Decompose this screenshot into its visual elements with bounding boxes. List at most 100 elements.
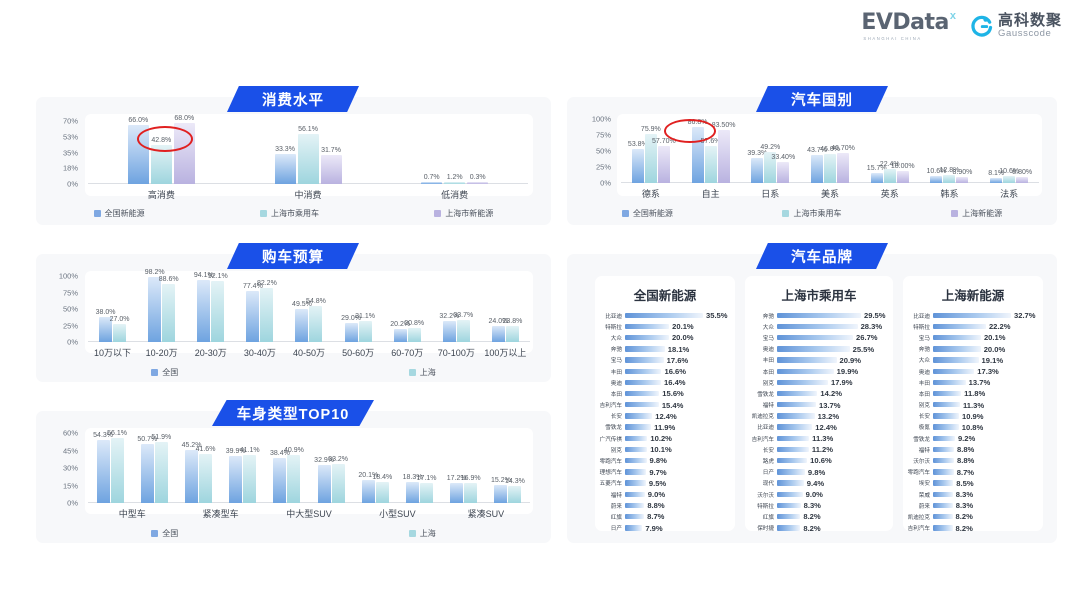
- brand-value-label: 9.0%: [805, 490, 823, 499]
- brand-bar-fill: [933, 368, 975, 374]
- bar: 94.1%: [194, 272, 214, 342]
- brand-bar-track: 8.8%: [933, 444, 1043, 455]
- brand-bar-track: 8.2%: [933, 511, 1043, 522]
- legend-item[interactable]: 上海市乘用车: [259, 208, 319, 219]
- legend-item[interactable]: 全国新能源: [93, 208, 145, 219]
- bar: 24.0%: [488, 318, 508, 342]
- brand-row: 宝马 17.6%: [595, 355, 735, 366]
- brand-bar-track: 9.0%: [625, 489, 735, 500]
- bar: 32.2%: [439, 313, 459, 342]
- bar-value-label: 40.9%: [283, 447, 304, 455]
- brand-name: 沃尔沃: [913, 459, 930, 466]
- brand-row: 红旗 8.7%: [595, 511, 735, 522]
- bar-fill: [96, 439, 110, 503]
- brand-bar-track: 9.8%: [777, 467, 893, 478]
- bar: 57.70%: [652, 138, 676, 183]
- y-axis: 0% 25% 50% 75% 100%: [36, 272, 82, 347]
- legend-item[interactable]: 全国: [151, 528, 178, 539]
- brand-row: 福特 13.7%: [745, 400, 893, 411]
- brand-bar-track: 10.2%: [625, 433, 735, 444]
- brand-value-label: 8.2%: [803, 512, 821, 522]
- brand-name: 路虎: [762, 459, 774, 466]
- brand-bar-fill: [625, 312, 703, 318]
- y-axis-tick: 75%: [62, 288, 78, 297]
- brand-bar-fill: [777, 334, 854, 341]
- brand-name: 丰田: [918, 380, 930, 387]
- bar-fill: [777, 161, 790, 183]
- brand-value-label: 16.6%: [664, 366, 687, 376]
- brand-row: 现代 9.4%: [745, 478, 893, 489]
- bar-fill: [229, 456, 243, 503]
- brand-value-label: 8.3%: [955, 490, 974, 499]
- legend-item[interactable]: 上海: [408, 367, 436, 378]
- brand-bar-track: 11.2%: [777, 444, 893, 455]
- brand-name: 比亚迪: [913, 313, 930, 320]
- y-axis-tick: 35%: [62, 148, 78, 157]
- legend-item[interactable]: 上海市乘用车: [782, 208, 841, 219]
- bar-value-label: 49.5%: [292, 301, 312, 309]
- brand-bar-fill: [777, 390, 818, 397]
- bar-group: 20.1% 18.4%: [353, 433, 397, 503]
- brand-bar-track: 20.1%: [933, 332, 1043, 343]
- bar-value-label: 31.1%: [355, 313, 376, 321]
- brand-value-label: 8.8%: [647, 501, 665, 511]
- bar: 12.8%: [940, 167, 959, 183]
- legend-item[interactable]: 上海新能源: [951, 208, 1002, 219]
- legend-item[interactable]: 全国新能源: [621, 208, 673, 219]
- brand-value-label: 16.4%: [664, 378, 686, 388]
- brand-name: 埃安: [918, 481, 930, 488]
- chart-legend: 全国新能源 上海市乘用车 上海新能源: [567, 208, 1057, 219]
- legend-item[interactable]: 全国: [151, 367, 178, 378]
- brand-name: 荣威: [918, 492, 930, 499]
- brand-bar-track: 8.7%: [933, 467, 1043, 478]
- brand-name: 零跑汽车: [599, 459, 622, 466]
- brand-bar-track: 7.9%: [625, 523, 735, 534]
- brand-row: 日产 9.8%: [745, 467, 893, 478]
- brand-value-label: 9.4%: [806, 478, 825, 488]
- bar-fill: [199, 454, 212, 503]
- brand-value-label: 8.8%: [956, 445, 975, 455]
- y-axis-tick: 100%: [591, 114, 611, 124]
- brand-row: 蔚来 8.3%: [903, 500, 1043, 511]
- bar-fill: [211, 281, 225, 342]
- plot-area: 66.0% 42.8% 68.0% 33.3% 56.1% 31.7% 0.7% 1.2% 0.…: [88, 115, 528, 184]
- x-axis-label: 韩系: [940, 189, 959, 199]
- brand-bar-fill: [933, 513, 953, 520]
- bar-fill: [824, 153, 837, 183]
- bar: 15.7%: [867, 165, 887, 183]
- brand-bar-track: 8.7%: [625, 511, 735, 522]
- bar: 18.4%: [372, 474, 392, 503]
- highlight-ellipse-country: [664, 119, 716, 143]
- bar-fill: [317, 464, 331, 503]
- bar-group: 20.2% 20.8%: [383, 276, 432, 342]
- brand-value-label: 19.1%: [981, 355, 1004, 365]
- gausscode-circle-icon: [970, 15, 993, 38]
- brand-bar-track: 20.0%: [625, 332, 735, 343]
- bar-fill: [442, 320, 456, 342]
- bar-group: 98.2% 88.6%: [137, 269, 186, 342]
- brand-name: 特斯拉: [605, 324, 622, 331]
- brand-row: 特斯拉 22.2%: [903, 321, 1043, 332]
- brand-bar-track: 8.3%: [777, 500, 893, 511]
- bar-value-label: 31.7%: [321, 147, 341, 155]
- brand-name: 本田: [610, 391, 622, 398]
- bar-fill: [358, 321, 372, 342]
- brand-row: 特斯拉 8.3%: [745, 500, 893, 511]
- brand-name: 别克: [918, 403, 930, 410]
- brand-name: 长安: [610, 414, 622, 421]
- gausscode-text: 高科数聚 Gausscode: [998, 13, 1062, 39]
- bar-value-label: 43.7%: [807, 147, 827, 155]
- bar-fill: [154, 442, 168, 503]
- brand-bar-track: 12.4%: [625, 411, 735, 422]
- bar-fill: [274, 154, 296, 184]
- brand-name: 奔驰: [610, 347, 622, 354]
- axis-baseline: [88, 341, 530, 342]
- bar: 57.6%: [701, 138, 721, 183]
- chart-legend: 全国 上海: [36, 528, 551, 539]
- legend-item[interactable]: 上海: [408, 528, 436, 539]
- brand-bar-track: 8.2%: [777, 523, 893, 534]
- bar-value-label: 66.0%: [128, 116, 149, 124]
- legend-item[interactable]: 上海市新能源: [434, 208, 493, 219]
- bar-fill: [331, 464, 345, 503]
- brand-name: 宝马: [918, 335, 930, 342]
